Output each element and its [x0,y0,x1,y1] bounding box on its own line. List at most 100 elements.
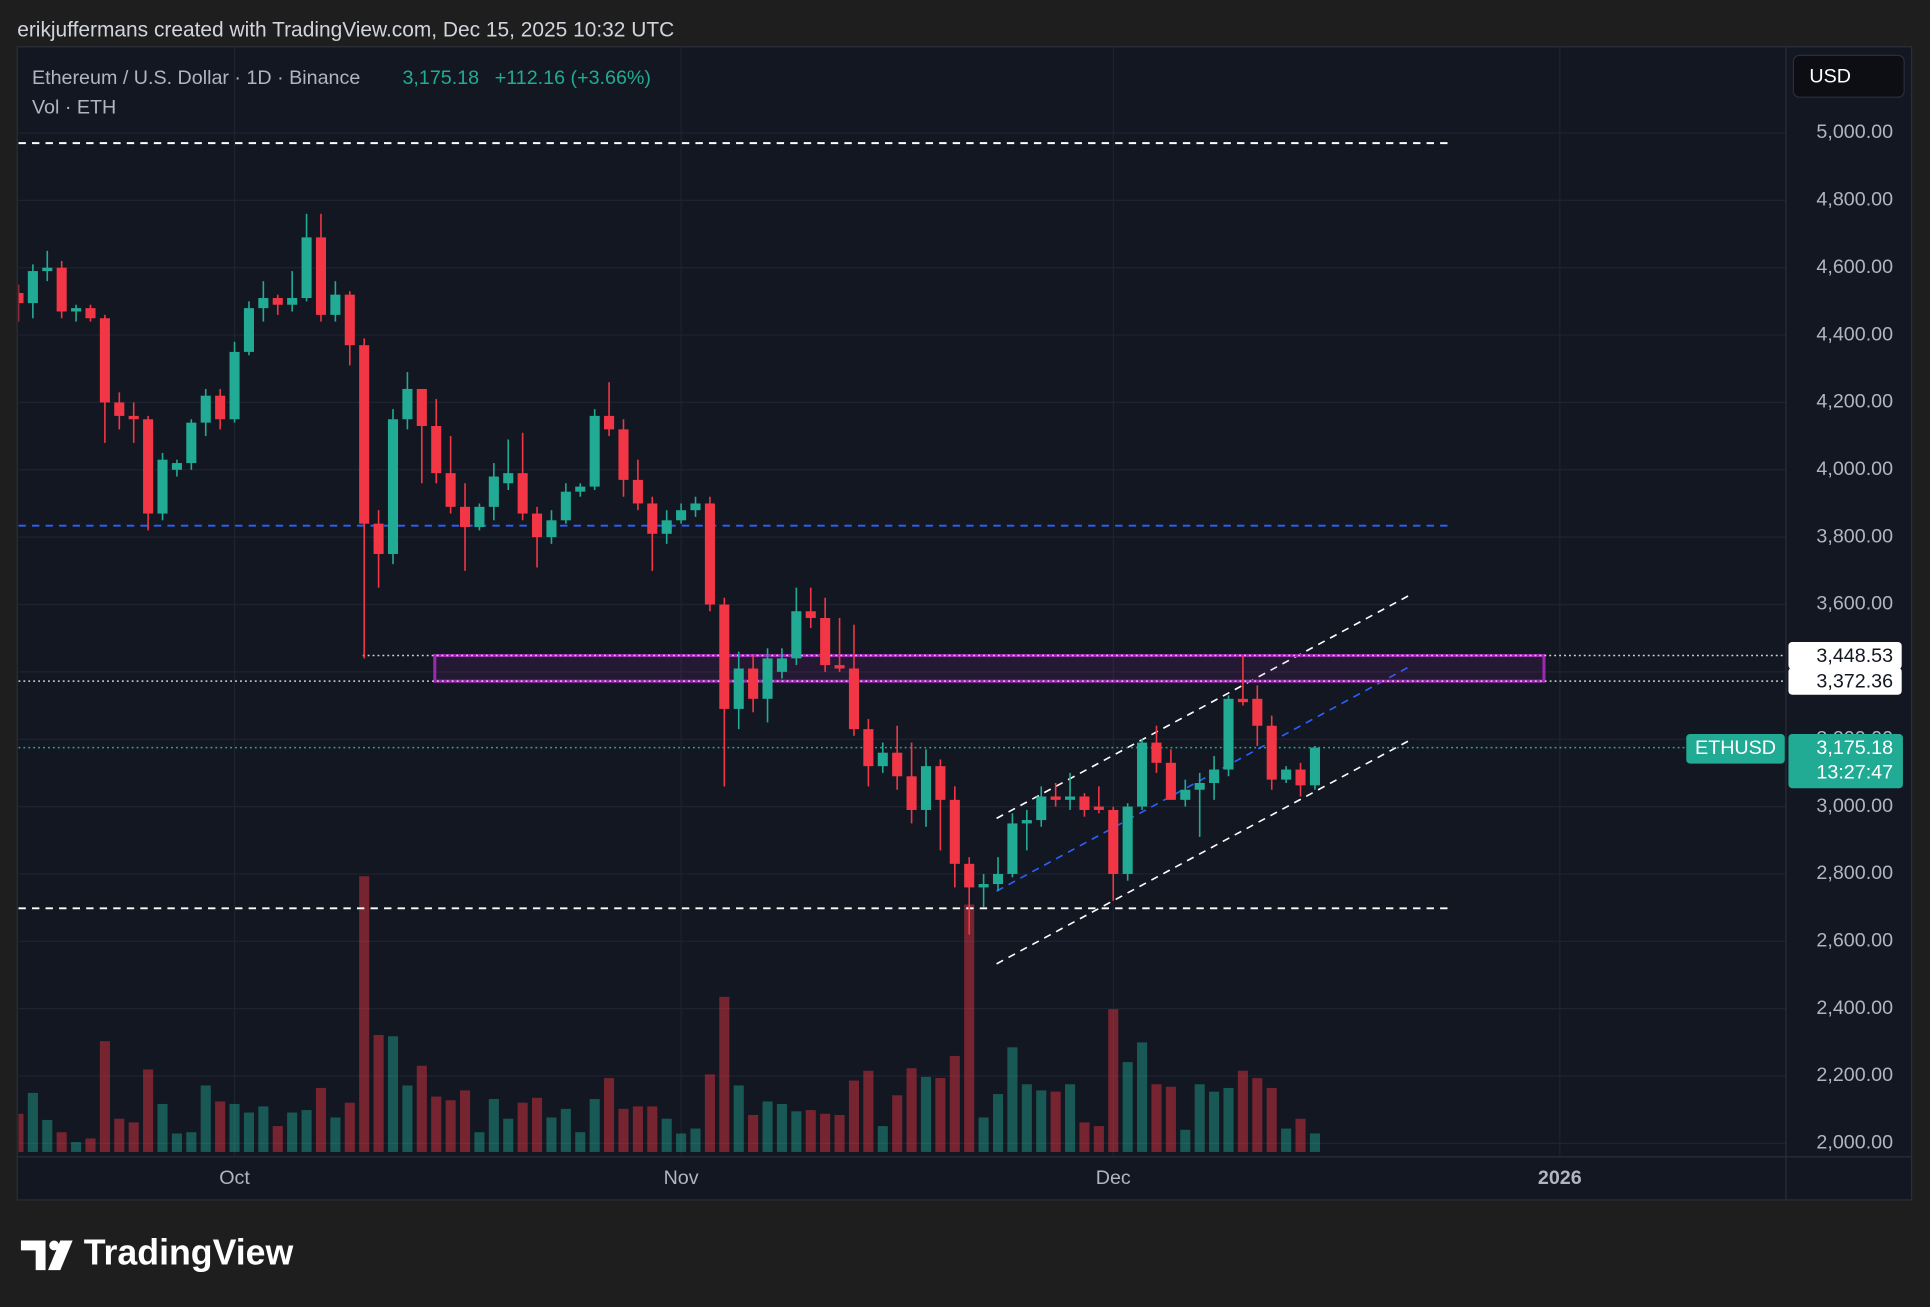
x-tick-label: Nov [664,1167,699,1189]
candle-body [315,237,327,315]
candle-body [748,668,759,699]
candle-body [1050,796,1061,800]
countdown-label: 13:27:47 [1816,762,1893,784]
volume-legend: Vol · ETH [32,97,116,119]
volume-bar [1036,1090,1047,1152]
volume-bar [1108,1009,1119,1152]
volume-bar [517,1102,528,1152]
x-tick-label: Oct [219,1167,250,1189]
volume-bar [143,1069,154,1152]
logo-text: TradingView [84,1233,294,1273]
candle-body [143,419,154,514]
volume-bar [1165,1086,1176,1152]
volume-bar [546,1117,557,1152]
volume-bar [42,1119,53,1152]
volume-bar [503,1118,514,1152]
candle-body [704,503,715,605]
y-tick-label: 4,600.00 [1816,256,1893,278]
axes: 2,000.00 2,200.00 2,400.00 2,600.00 2,800.00… [219,121,1903,1189]
candle-body [1122,806,1133,874]
y-tick-label: 3,600.00 [1816,593,1893,615]
volume-bar [1194,1084,1205,1152]
volume-bar [402,1085,413,1152]
volume-bar [906,1068,917,1152]
volume-bar [1007,1047,1018,1152]
candle-body [632,479,643,504]
candle-body [344,294,355,346]
candle-body [1093,806,1104,810]
candle-body [733,668,744,709]
currency-button[interactable] [1792,54,1905,98]
candle-body [1151,742,1162,763]
volume-bar [27,1092,38,1152]
volume-bar [474,1132,485,1152]
candle-body [1309,747,1320,786]
candle-body [243,308,254,352]
candle-body [546,520,557,538]
candle-body [1209,769,1220,784]
y-tick-label: 4,800.00 [1816,189,1893,211]
volume-bar [805,1110,816,1152]
volume-bar [704,1074,715,1152]
candle-body [1237,698,1248,703]
volume-bar [589,1099,600,1152]
chart-panel [16,46,1913,1201]
y-tick-label: 2,000.00 [1816,1132,1893,1154]
volume-bar [301,1110,312,1152]
currency-label[interactable]: USD [1809,66,1851,88]
volume-bar [834,1115,845,1152]
candle-body [459,506,471,528]
volume-bar [99,1041,110,1152]
volume-bar [560,1108,571,1152]
volume-bar [719,996,730,1152]
price-badge [1788,641,1902,670]
volume-bar [776,1103,787,1152]
price-badge-label: 3,372.36 [1816,671,1893,693]
candle-body [373,523,384,554]
candle-body [1295,769,1306,786]
candle-body [474,506,485,528]
candle-body [575,486,586,492]
candle-body [71,308,82,312]
volume-bar [1309,1133,1320,1152]
x-tick-label: 2026 [1538,1167,1582,1189]
candle-body [1180,789,1191,800]
volume-bar [459,1090,471,1152]
candle-body [560,491,571,521]
volume-bar [215,1101,226,1152]
candle-body [661,520,672,534]
volume-bar [1122,1062,1133,1152]
volume-bar [1093,1126,1104,1152]
volume-bar [1050,1091,1061,1152]
volume-bar [820,1113,831,1152]
candle-body [1021,820,1032,824]
candle-body [200,395,211,423]
symbol-badge-label: ETHUSD [1695,737,1776,759]
candle-body [1223,698,1234,770]
volume-bar [733,1085,744,1152]
candle-body [287,298,298,305]
last-price-badge [1788,734,1903,789]
volume-bar [1266,1087,1277,1152]
candle-body [906,776,917,810]
volume-bar [1021,1084,1032,1152]
volume-bar [1295,1118,1306,1152]
candle-body [762,658,773,699]
volume-bar [330,1117,341,1152]
volume-bar [604,1078,615,1152]
candles [18,213,1320,935]
candle-body [719,604,730,709]
volume-bar [1151,1084,1162,1152]
candle-body [18,292,24,304]
candle-body [949,799,960,864]
candle-body [503,473,514,484]
candle-body [1065,796,1076,800]
candle-body [920,766,932,810]
candle-body [834,665,845,669]
volume-bar [1237,1070,1248,1152]
candle-body [85,308,96,319]
volume-bar [690,1128,701,1152]
candle-body [618,429,629,480]
candle-body [416,388,427,427]
volume-bar [1223,1087,1234,1152]
